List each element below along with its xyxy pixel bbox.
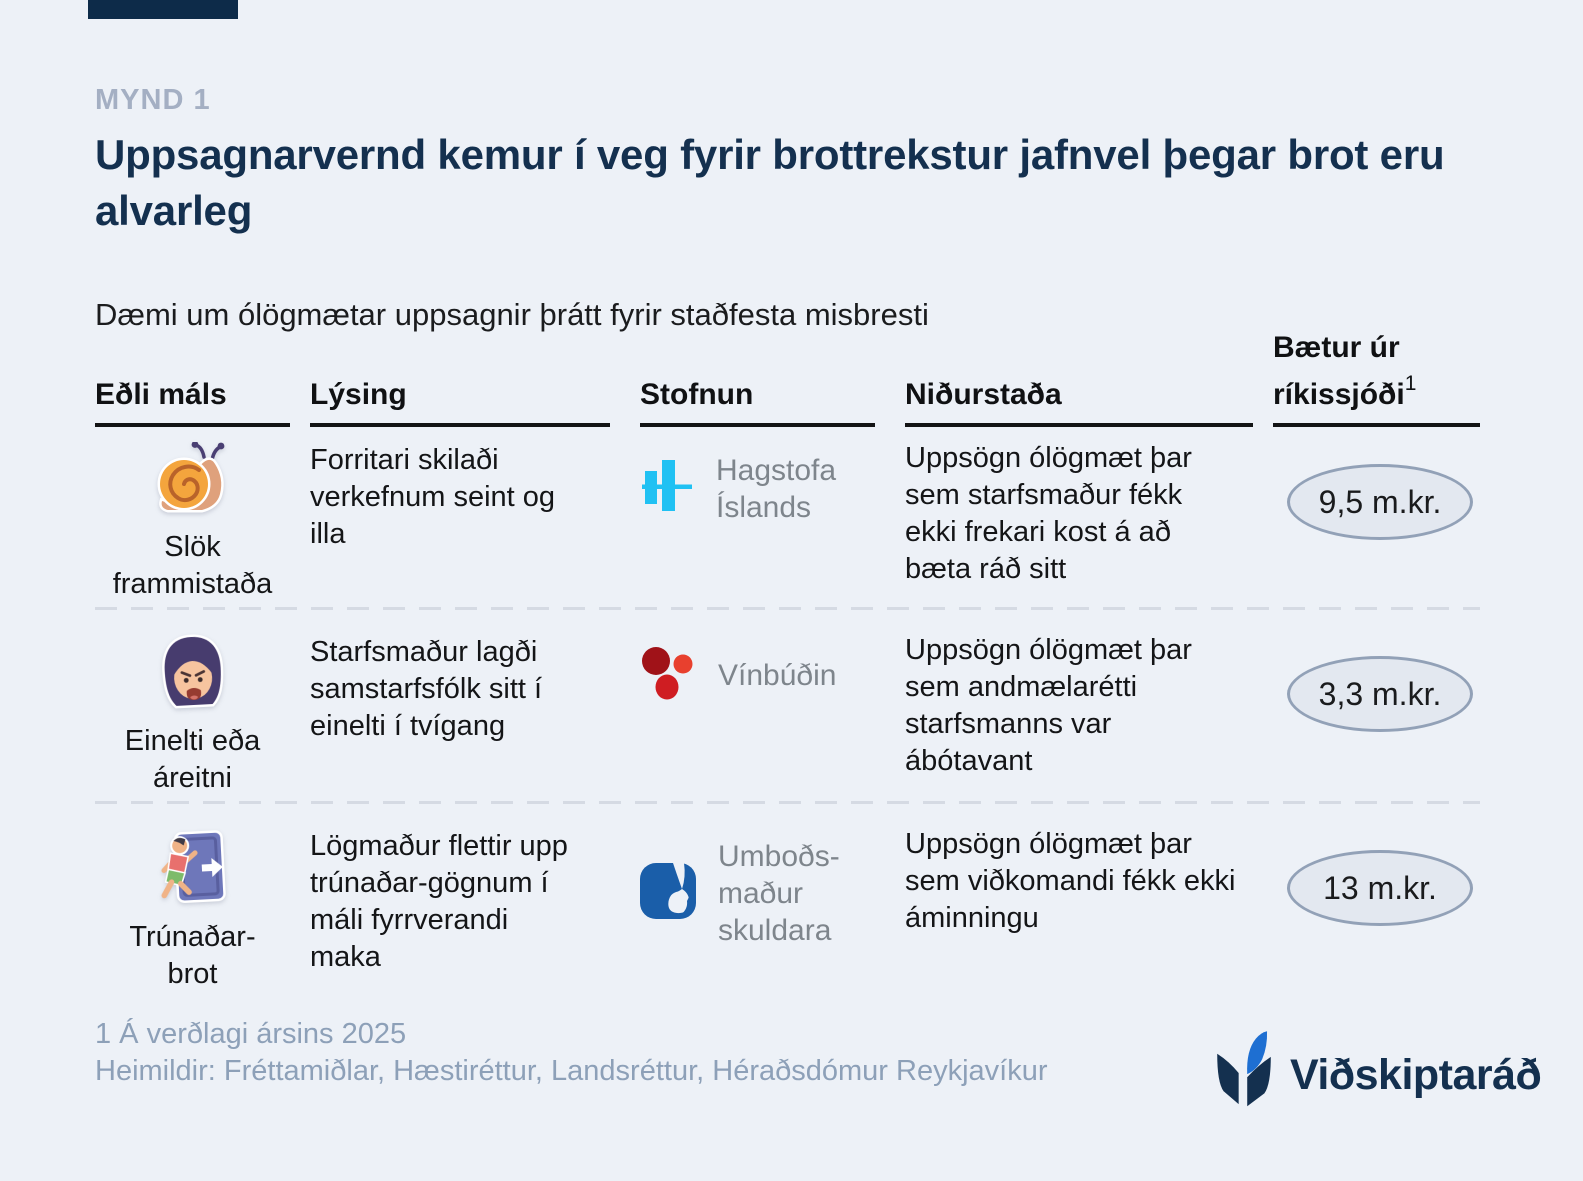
institution-cell: Vínbúðin xyxy=(640,630,905,707)
hagstofa-islands-logo-icon xyxy=(640,458,694,521)
column-header-description: Lýsing xyxy=(310,377,610,427)
outcome-text: Uppsögn ólögmæt þar sem viðkomandi fékk … xyxy=(905,828,1236,934)
person-exiting-door-icon xyxy=(153,826,231,915)
amount-value: 3,3 m.kr. xyxy=(1318,675,1442,712)
table-header-row: Eðli máls Lýsing Stofnun Niðurstaða Bætu… xyxy=(95,330,1480,427)
amount-value: 13 m.kr. xyxy=(1323,869,1437,906)
subtitle: Dæmi um ólögmætar uppsagnir þrátt fyrir … xyxy=(95,297,929,332)
institution-cell: Hagstofa Íslands xyxy=(640,438,905,526)
outcome-text: Uppsögn ólögmæt þar sem starfsmaður fékk… xyxy=(905,442,1192,585)
institution-name: Hagstofa Íslands xyxy=(716,454,837,524)
snail-icon xyxy=(154,441,232,523)
institution-cell: Umboðs-maður skuldara xyxy=(640,824,905,949)
compensation-header-line1: Bætur úr xyxy=(1273,331,1400,364)
institution-name: Vínbúðin xyxy=(718,659,837,692)
column-header-case-type: Eðli máls xyxy=(95,377,290,427)
amount-cell: 13 m.kr. xyxy=(1273,824,1480,926)
table-row: Trúnaðar-brot Lögmaður flettir upp trúna… xyxy=(95,824,1480,993)
case-type-cell: Trúnaðar-brot xyxy=(95,824,290,993)
outcome-text: Uppsögn ólögmæt þar sem andmælarétti sta… xyxy=(905,634,1192,777)
sources-text: Heimildir: Fréttamiðlar, Hæstiréttur, La… xyxy=(95,1055,1048,1087)
row-divider xyxy=(95,607,1480,610)
figure-kicker: MYND 1 xyxy=(95,84,211,116)
brand-name: Viðskiptaráð xyxy=(1290,1051,1542,1099)
case-type-label: Trúnaðar-brot xyxy=(129,921,256,990)
frowning-woman-icon xyxy=(153,632,231,719)
umbodsmadur-skuldara-logo-icon xyxy=(640,863,696,924)
amount-badge: 3,3 m.kr. xyxy=(1287,656,1473,732)
institution-name: Umboðs-maður skuldara xyxy=(718,840,840,947)
compensation-header-line2: ríkissjóði xyxy=(1273,378,1405,411)
case-type-label: Slök frammistaða xyxy=(112,531,273,600)
page-title: Uppsagnarvernd kemur í veg fyrir brottre… xyxy=(95,131,1445,234)
accent-top-bar xyxy=(88,0,238,19)
table-row: Einelti eða áreitni Starfsmaður lagði sa… xyxy=(95,630,1480,797)
amount-cell: 3,3 m.kr. xyxy=(1273,630,1480,732)
vinbudin-logo-icon xyxy=(640,644,696,707)
amount-cell: 9,5 m.kr. xyxy=(1273,438,1480,540)
row-divider xyxy=(95,801,1480,804)
amount-badge: 9,5 m.kr. xyxy=(1287,464,1473,540)
footer-notes: 1 Á verðlagi ársins 2025 Heimildir: Frét… xyxy=(95,1016,1047,1090)
case-type-cell: Einelti eða áreitni xyxy=(95,630,290,797)
amount-value: 9,5 m.kr. xyxy=(1318,483,1442,520)
footnote-marker: 1 xyxy=(1404,372,1417,395)
table-row: Slök frammistaða Forritari skilaði verke… xyxy=(95,438,1480,603)
column-header-outcome: Niðurstaða xyxy=(905,377,1253,427)
case-description: Forritari skilaði verkefnum seint og ill… xyxy=(310,444,556,550)
amount-badge: 13 m.kr. xyxy=(1287,850,1473,926)
brand-lockup: Viðskiptaráð xyxy=(1214,1026,1542,1125)
column-header-institution: Stofnun xyxy=(640,377,875,427)
footnote-text: 1 Á verðlagi ársins 2025 xyxy=(95,1018,407,1050)
vidskiptarad-logo-icon xyxy=(1214,1026,1274,1125)
column-header-compensation: Bætur úr ríkissjóði1 xyxy=(1273,330,1480,427)
case-description: Starfsmaður lagði samstarfsfólk sitt í e… xyxy=(310,636,543,742)
case-type-cell: Slök frammistaða xyxy=(95,438,290,603)
case-description: Lögmaður flettir upp trúnaðar-gögnum í m… xyxy=(310,830,568,973)
case-type-label: Einelti eða áreitni xyxy=(124,725,261,794)
